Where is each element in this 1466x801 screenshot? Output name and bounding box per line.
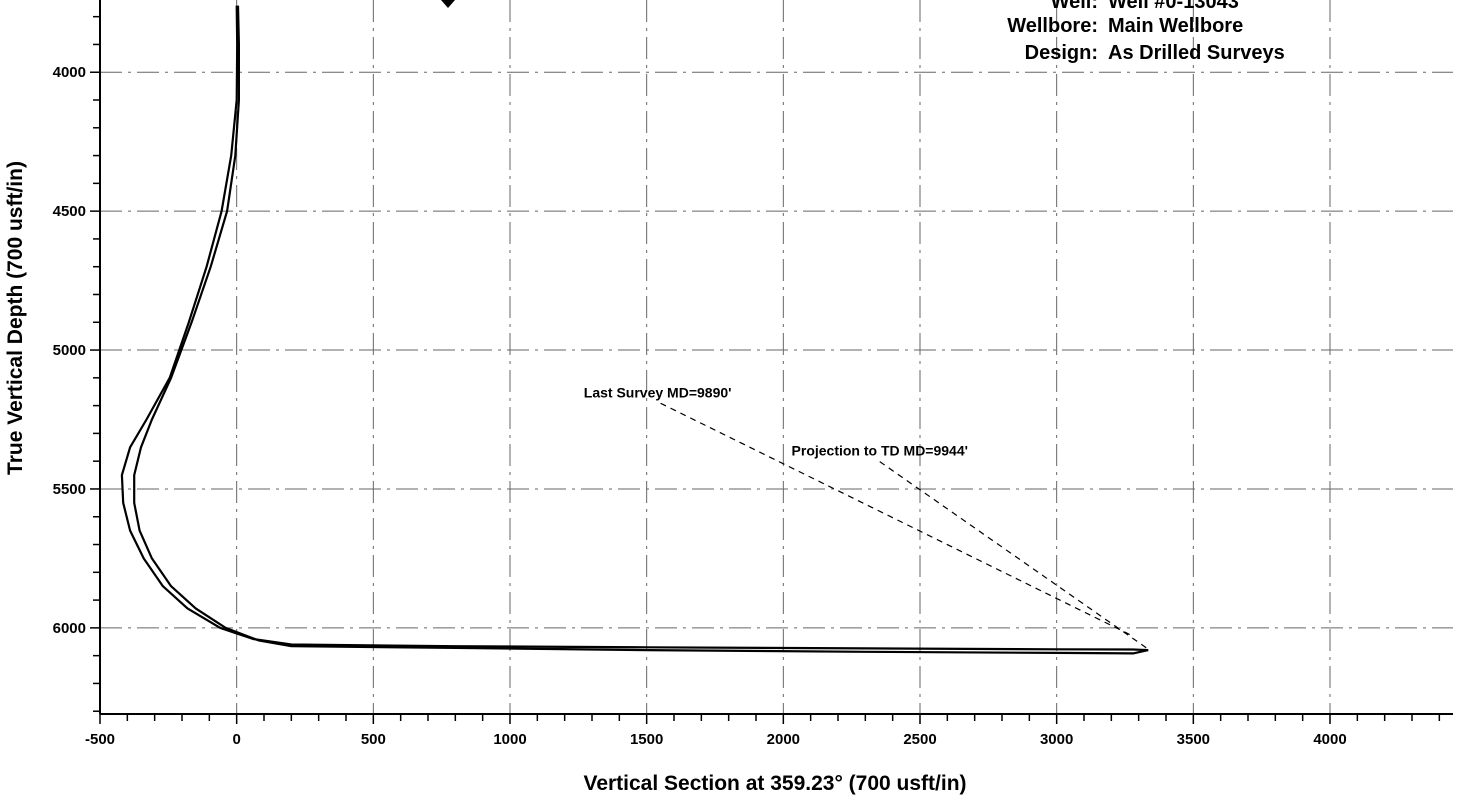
y-tick-label: 5000 [53, 342, 86, 359]
design-label: Design: [1025, 42, 1098, 64]
series-layer [120, 5, 1149, 655]
grid-lines [100, 0, 1453, 714]
x-axis-title: Vertical Section at 359.23° (700 usft/in… [583, 772, 966, 795]
x-tick-label: 2500 [903, 731, 936, 748]
x-tick-label: 3000 [1040, 731, 1073, 748]
wellpath-line-2 [133, 5, 1149, 655]
y-tick-label: 6000 [53, 620, 86, 637]
wellbore-value: Main Wellbore [1108, 15, 1243, 37]
design-value: As Drilled Surveys [1108, 42, 1285, 64]
y-axis-title: True Vertical Depth (700 usft/in) [4, 161, 27, 475]
x-tick-label: 1500 [630, 731, 663, 748]
x-tick-label: -500 [85, 731, 115, 748]
annotation-label-1: Last Survey MD=9890' [584, 384, 732, 400]
well-value: Well #0-13043 [1108, 0, 1239, 13]
annotations: Last Survey MD=9890' Projection to TD MD=… [584, 384, 1150, 651]
y-tick-label: 5500 [53, 481, 86, 498]
axes: -500 0 500 1000 1500 2000 2500 3000 3500 4000 4000… [53, 0, 1453, 748]
wellbore-label: Wellbore: [1007, 15, 1098, 37]
wellpath-line-1 [120, 5, 1149, 652]
annotation-label-2: Projection to TD MD=9944' [792, 443, 968, 459]
x-tick-label: 500 [361, 731, 386, 748]
x-tick-label: 0 [232, 731, 240, 748]
y-tick-label: 4500 [53, 203, 86, 220]
well-info-block: Well: Well #0-13043 Wellbore: Main Wellb… [1007, 0, 1285, 64]
x-tick-label: 4000 [1313, 731, 1346, 748]
north-marker-icon [441, 0, 455, 8]
x-tick-label: 2000 [767, 731, 800, 748]
x-tick-label: 3500 [1177, 731, 1210, 748]
x-tick-label: 1000 [493, 731, 526, 748]
well-label: Well: [1051, 0, 1098, 13]
y-tick-label: 4000 [53, 64, 86, 81]
